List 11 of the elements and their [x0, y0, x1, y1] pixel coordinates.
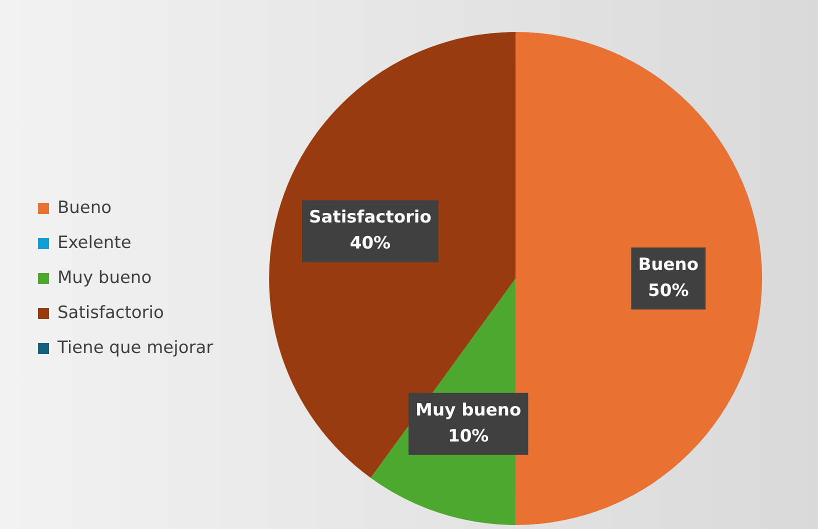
legend-label: Satisfactorio [58, 302, 164, 323]
legend-label: Muy bueno [58, 268, 152, 288]
data-label: 50% [648, 280, 689, 301]
legend-label: Tiene que mejorar [56, 338, 214, 358]
slice-label: Satisfactorio [309, 208, 432, 228]
legend-label: Exelente [58, 232, 132, 253]
slice-label: Muy bueno [416, 400, 522, 420]
legend-label: Bueno [58, 198, 112, 218]
slice-label: Bueno [638, 254, 699, 275]
data-label: 10% [448, 426, 489, 446]
data-label: 40% [350, 234, 391, 254]
